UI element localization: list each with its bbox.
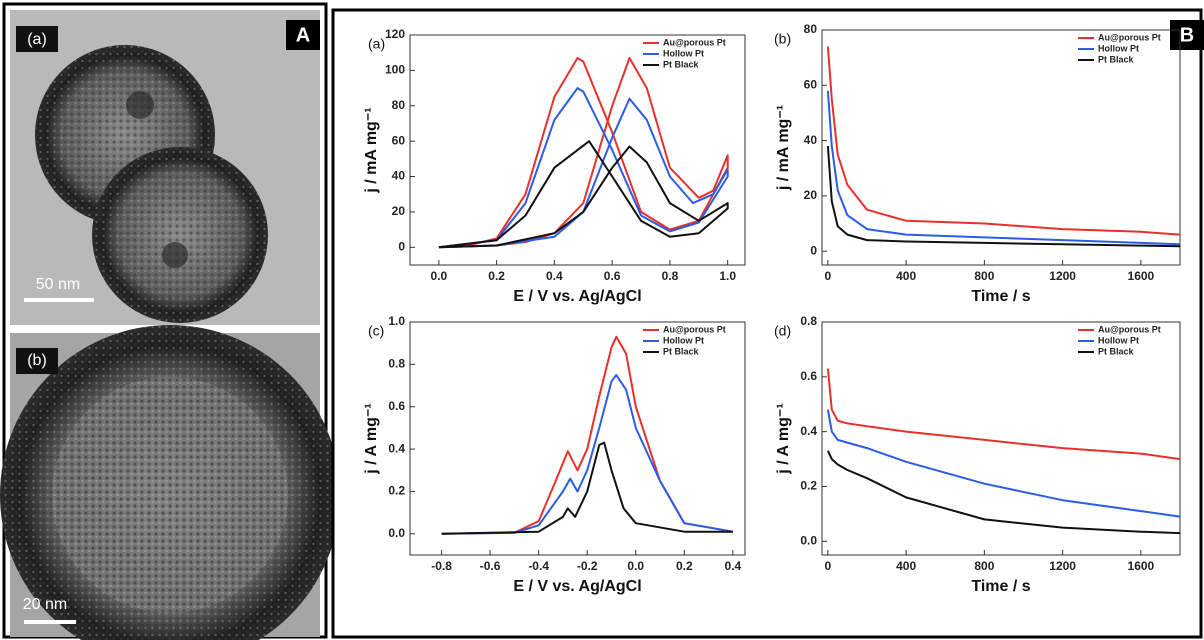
legend-label: Au@porous Pt	[663, 37, 726, 47]
scale-bar-label: 50 nm	[36, 276, 80, 293]
plot-frame	[409, 34, 746, 266]
panel-b-frame	[331, 8, 1203, 639]
series-line	[441, 374, 734, 535]
y-tick-label: 40	[804, 133, 818, 147]
legend-label: Pt Black	[1098, 54, 1135, 64]
y-tick-label: 0.6	[800, 369, 817, 383]
y-tick-label: 60	[804, 77, 818, 91]
legend-label: Au@porous Pt	[1098, 32, 1161, 42]
series-line	[826, 46, 1181, 236]
series-line	[438, 87, 729, 249]
y-tick-label: 0.0	[388, 526, 405, 540]
x-tick-label: -0.8	[431, 559, 452, 573]
y-tick-label: 0.0	[800, 533, 817, 547]
panel-label: (c)	[368, 323, 384, 339]
x-axis-label: Time / s	[971, 288, 1030, 305]
series-line	[826, 146, 1181, 248]
series-line	[438, 140, 729, 249]
x-tick-label: 1.0	[719, 269, 736, 283]
x-tick-label: 0	[825, 269, 832, 283]
x-axis-label: E / V vs. Ag/AgCl	[513, 288, 641, 305]
series-line	[826, 450, 1181, 535]
x-tick-label: 0.2	[488, 269, 505, 283]
x-tick-label: -0.6	[480, 559, 501, 573]
y-tick-label: 0	[810, 243, 817, 257]
y-tick-label: 0.8	[800, 314, 817, 328]
plot-frame	[409, 321, 746, 556]
y-tick-label: 120	[385, 27, 405, 41]
y-tick-label: 0.4	[388, 441, 405, 455]
y-tick-label: 1.0	[388, 314, 405, 328]
series-line	[826, 90, 1181, 246]
panel-letter: A	[296, 24, 310, 46]
legend-label: Pt Black	[663, 346, 700, 356]
x-tick-label: 0	[825, 559, 832, 573]
y-tick-label: 0.6	[388, 399, 405, 413]
y-tick-label: 0.8	[388, 357, 405, 371]
x-tick-label: 0.4	[725, 559, 742, 573]
x-tick-label: 0.4	[546, 269, 563, 283]
legend-label: Pt Black	[663, 59, 700, 69]
y-axis-label: j / mA mg⁻¹	[363, 107, 380, 193]
micrograph-top: (a) 50 nm	[10, 10, 320, 325]
y-axis-label: j / A mg⁻¹	[363, 403, 380, 474]
panel-label: (d)	[774, 323, 791, 339]
y-tick-label: 20	[804, 188, 818, 202]
y-tick-label: 40	[392, 169, 406, 183]
y-axis-label: j / A mg⁻¹	[775, 403, 792, 474]
x-tick-label: 400	[896, 559, 916, 573]
y-tick-label: 60	[392, 133, 406, 147]
micrograph-label: (b)	[27, 352, 47, 369]
x-tick-label: 0.8	[662, 269, 679, 283]
series-line	[441, 335, 734, 535]
y-tick-label: 0	[398, 239, 405, 253]
legend-label: Hollow Pt	[663, 335, 704, 345]
legend-label: Au@porous Pt	[1098, 324, 1161, 334]
y-tick-label: 20	[392, 204, 406, 218]
x-tick-label: 1200	[1049, 269, 1076, 283]
legend-label: Hollow Pt	[1098, 335, 1139, 345]
plot-frame	[821, 321, 1181, 556]
x-axis-label: E / V vs. Ag/AgCl	[513, 578, 641, 595]
x-tick-label: 1200	[1049, 559, 1076, 573]
x-axis-label: Time / s	[971, 578, 1030, 595]
scale-bar-label: 20 nm	[23, 596, 67, 613]
panel-label: (a)	[368, 36, 385, 52]
x-tick-label: -0.2	[577, 559, 598, 573]
series-line	[441, 441, 733, 535]
legend-label: Au@porous Pt	[663, 324, 726, 334]
x-tick-label: 0.2	[676, 559, 693, 573]
y-axis-label: j / mA mg⁻¹	[775, 105, 792, 191]
y-tick-label: 0.2	[800, 479, 817, 493]
legend-label: Hollow Pt	[1098, 43, 1139, 53]
plot-frame	[821, 29, 1181, 266]
y-tick-label: 80	[804, 22, 818, 36]
x-tick-label: 1600	[1128, 269, 1155, 283]
series-line	[826, 368, 1181, 461]
x-tick-label: 400	[896, 269, 916, 283]
series-line	[438, 57, 729, 249]
x-tick-label: 0.6	[604, 269, 621, 283]
y-tick-label: 100	[385, 63, 405, 77]
legend-label: Pt Black	[1098, 346, 1135, 356]
x-tick-label: -0.4	[528, 559, 549, 573]
micrograph-label: (a)	[27, 31, 47, 48]
panel-letter: B	[1180, 24, 1194, 46]
panel-label: (b)	[774, 31, 791, 47]
x-tick-label: 800	[974, 269, 994, 283]
micrograph-bottom: (b) 20 nm	[0, 325, 340, 640]
legend-label: Hollow Pt	[663, 48, 704, 58]
y-tick-label: 0.4	[800, 424, 817, 438]
y-tick-label: 0.2	[388, 484, 405, 498]
series-line	[826, 409, 1181, 518]
x-tick-label: 0.0	[431, 269, 448, 283]
y-tick-label: 80	[392, 98, 406, 112]
x-tick-label: 800	[974, 559, 994, 573]
x-tick-label: 1600	[1128, 559, 1155, 573]
x-tick-label: 0.0	[627, 559, 644, 573]
